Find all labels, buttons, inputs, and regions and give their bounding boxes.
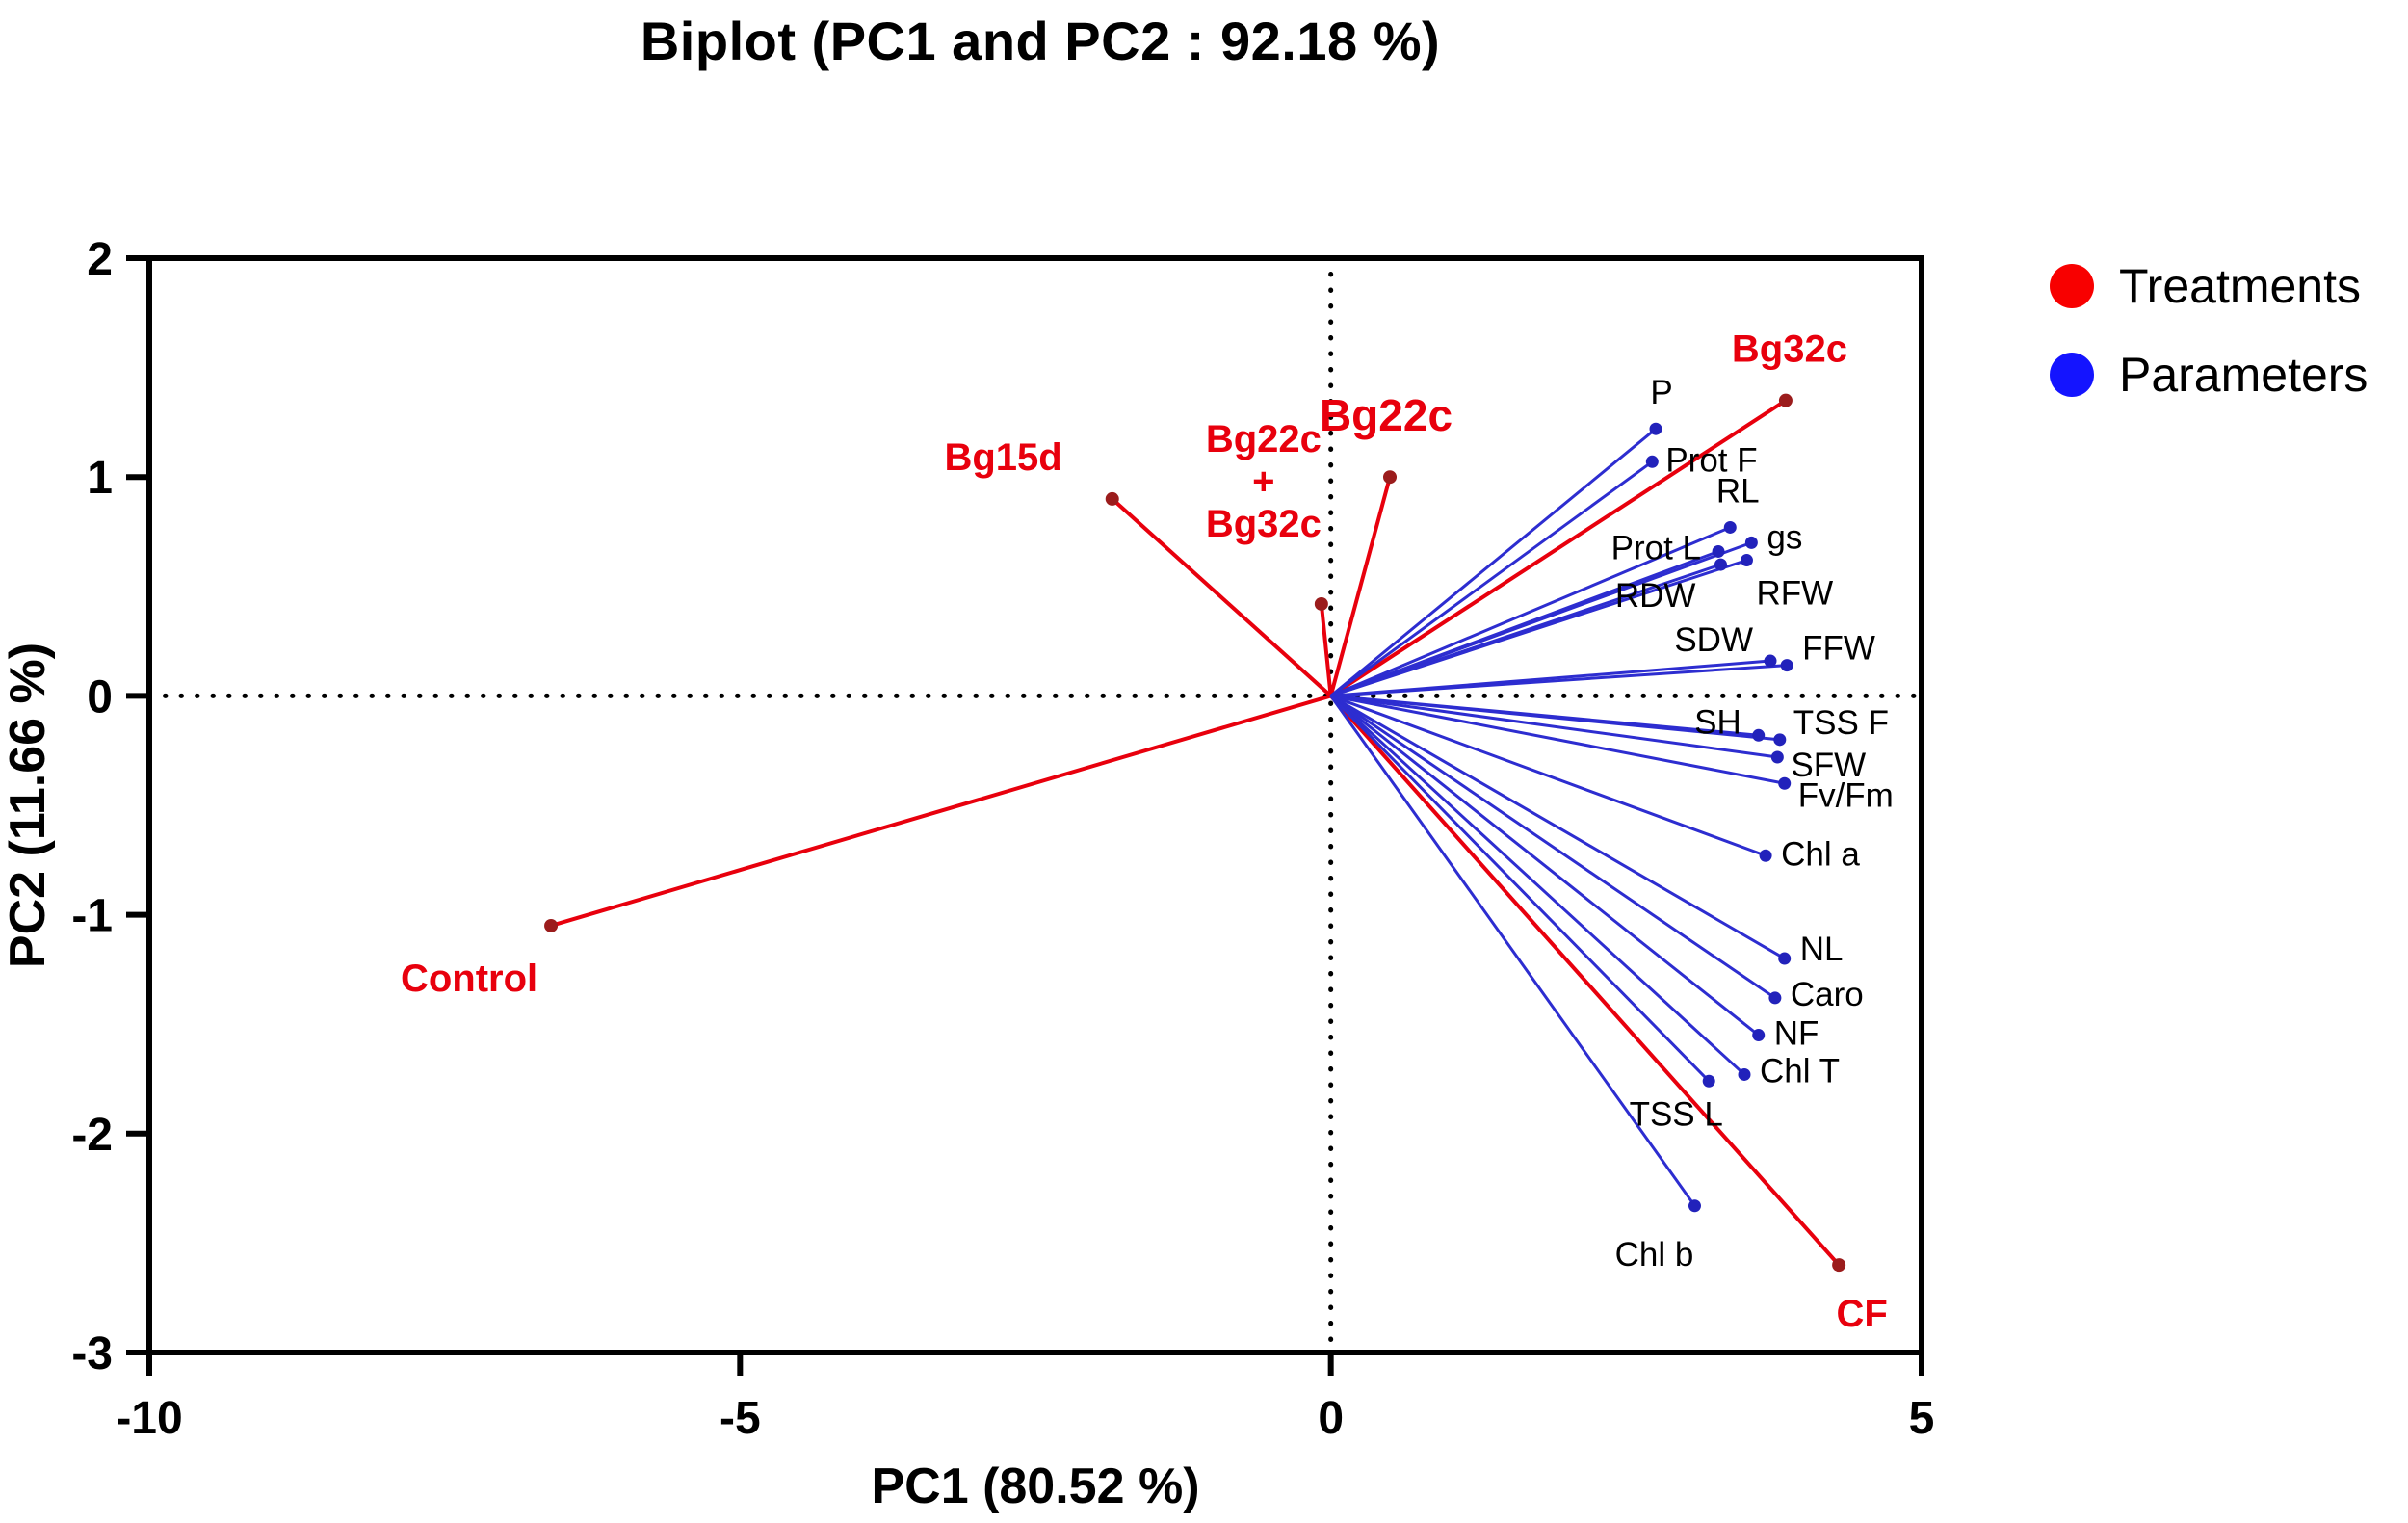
x-tick-label: -10 xyxy=(116,1393,182,1444)
point-label: RFW xyxy=(1756,575,1833,613)
vector-line-parameters xyxy=(1329,428,1657,697)
point-label: gs xyxy=(1767,518,1802,556)
data-point-parameters xyxy=(1780,659,1793,672)
vector-line-parameters xyxy=(1330,526,1731,697)
x-tick-label: 5 xyxy=(1909,1393,1935,1444)
treatments-marker-icon xyxy=(2050,264,2094,308)
legend: Treatments Parameters xyxy=(2050,258,2368,435)
data-point-parameters xyxy=(1714,558,1727,571)
vector-line-parameters xyxy=(1330,694,1767,857)
data-point-parameters xyxy=(1712,544,1725,558)
chart-title: Biplot (PC1 and PC2 : 92.18 %) xyxy=(640,11,1441,71)
data-point-parameters xyxy=(1770,750,1784,764)
data-point-parameters xyxy=(1744,536,1758,549)
data-point-parameters xyxy=(1752,1029,1766,1042)
point-label: Chl b xyxy=(1615,1236,1694,1274)
vector-line-parameters xyxy=(1329,695,1711,1083)
vector-line-parameters xyxy=(1330,694,1785,785)
vector-line-parameters xyxy=(1330,694,1778,759)
data-point-parameters xyxy=(1759,849,1772,862)
vector-line-parameters xyxy=(1330,550,1719,697)
legend-label-parameters: Parameters xyxy=(2119,348,2369,402)
vector-line-treatments xyxy=(1329,399,1788,698)
point-label: Prot L xyxy=(1611,529,1701,566)
vector-line-treatments xyxy=(1319,603,1333,696)
data-point-parameters xyxy=(1764,654,1777,668)
data-point-parameters xyxy=(1752,728,1766,742)
vector-line-parameters xyxy=(1329,460,1654,697)
x-tick-label: 0 xyxy=(1318,1393,1344,1444)
point-label: Chl T xyxy=(1760,1052,1840,1090)
data-point-parameters xyxy=(1740,554,1753,567)
data-point-treatments xyxy=(1778,393,1793,407)
x-axis-label: PC1 (80.52 %) xyxy=(871,1458,1199,1514)
point-label: Chl a xyxy=(1781,835,1860,873)
point-label: Bg22c + Bg32c xyxy=(1206,418,1322,545)
y-tick-label: 0 xyxy=(87,671,113,722)
y-tick-label: 1 xyxy=(87,453,113,504)
point-label: P xyxy=(1650,374,1672,411)
vector-line-parameters xyxy=(1329,695,1760,1037)
point-label: Prot F xyxy=(1665,441,1757,479)
data-point-treatments xyxy=(1105,491,1119,506)
data-point-parameters xyxy=(1645,455,1659,468)
vector-line-parameters xyxy=(1329,695,1776,1000)
point-label: RL xyxy=(1716,472,1760,510)
data-point-treatments xyxy=(544,918,559,932)
vector-line-parameters xyxy=(1329,695,1746,1076)
legend-item-treatments: Treatments xyxy=(2050,258,2368,314)
point-label: RDW xyxy=(1615,577,1696,615)
data-point-treatments xyxy=(1832,1258,1846,1273)
y-tick-label: -2 xyxy=(71,1110,113,1161)
point-label: Bg32c xyxy=(1732,328,1847,371)
y-tick-label: -3 xyxy=(71,1328,113,1379)
data-point-parameters xyxy=(1778,952,1792,965)
vector-line-treatments xyxy=(550,694,1332,928)
point-label: Bg15d xyxy=(944,436,1061,479)
point-label: TSS F xyxy=(1793,704,1889,742)
data-point-parameters xyxy=(1723,520,1737,534)
x-tick-label: -5 xyxy=(720,1393,761,1444)
data-point-parameters xyxy=(1773,733,1787,747)
vector-line-parameters xyxy=(1330,694,1780,742)
point-label: Control xyxy=(401,958,537,1000)
data-point-treatments xyxy=(1383,470,1397,485)
vector-line-treatments xyxy=(1328,476,1392,696)
data-point-parameters xyxy=(1738,1067,1751,1081)
data-point-parameters xyxy=(1649,422,1662,435)
point-label: TSS L xyxy=(1630,1095,1723,1133)
y-axis-label: PC2 (11.66 %) xyxy=(0,643,56,968)
data-point-parameters xyxy=(1778,776,1792,790)
parameters-marker-icon xyxy=(2050,353,2094,397)
data-point-treatments xyxy=(1314,596,1328,611)
vector-line-treatments xyxy=(1111,497,1333,697)
point-label: Fv/Fm xyxy=(1798,776,1894,814)
vector-line-parameters xyxy=(1329,695,1786,960)
vector-line-parameters xyxy=(1329,695,1696,1207)
data-point-parameters xyxy=(1688,1199,1701,1213)
point-label: Caro xyxy=(1791,976,1864,1013)
point-label: Bg22c xyxy=(1320,390,1453,440)
y-tick-label: 2 xyxy=(87,234,113,285)
point-label: NF xyxy=(1774,1015,1819,1053)
point-label: SH xyxy=(1694,703,1741,741)
point-label: NL xyxy=(1800,931,1844,968)
plot-frame xyxy=(146,255,1924,1355)
data-point-parameters xyxy=(1702,1074,1715,1088)
data-point-parameters xyxy=(1768,991,1782,1005)
legend-item-parameters: Parameters xyxy=(2050,347,2368,403)
y-tick-label: -1 xyxy=(71,891,113,942)
vector-line-parameters xyxy=(1330,664,1788,697)
vector-line-parameters xyxy=(1330,559,1747,697)
point-label: SFW xyxy=(1791,747,1866,784)
point-label: SDW xyxy=(1674,621,1753,659)
legend-label-treatments: Treatments xyxy=(2119,259,2362,313)
point-label: FFW xyxy=(1802,630,1875,668)
point-label: CF xyxy=(1836,1293,1887,1335)
vector-line-treatments xyxy=(1329,695,1841,1267)
